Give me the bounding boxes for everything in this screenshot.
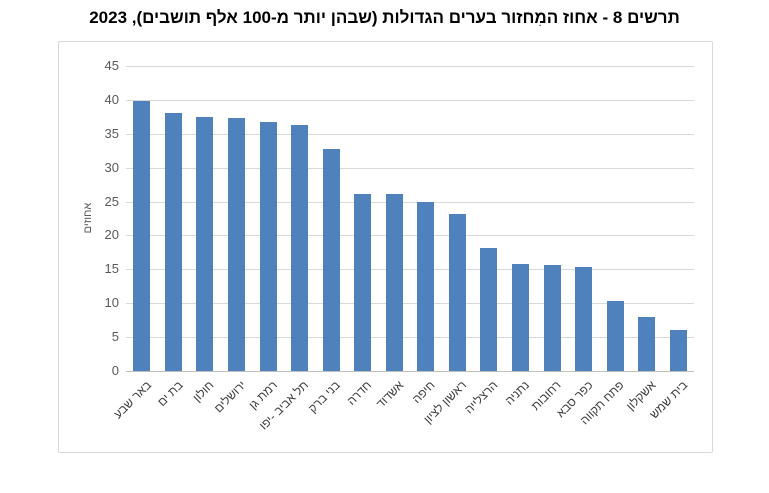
gridline [126, 303, 694, 305]
gridline [126, 167, 694, 169]
bar [606, 300, 624, 371]
bar [227, 117, 245, 371]
y-axis-title: אחוזים [82, 202, 94, 234]
y-tick-label: 20 [104, 227, 119, 243]
gridline [126, 269, 694, 271]
gridline [126, 99, 694, 101]
x-tick-label: חדרה [344, 378, 375, 408]
y-tick-label: 10 [104, 295, 119, 311]
x-tick-label: הרצלייה [462, 378, 501, 417]
bar [448, 214, 466, 371]
gridline [126, 66, 694, 67]
x-tick-label: ירושלים [211, 378, 249, 416]
chart-frame: אחוזים 0 5 10 15 20 25 30 35 40 45 באר שבע בת ים חו… [58, 41, 713, 453]
x-tick-label: בת ים [154, 378, 186, 409]
bar [133, 100, 151, 371]
y-tick-label: 40 [104, 91, 119, 107]
y-tick-label: 5 [111, 329, 119, 345]
x-tick-label: חולון [190, 378, 217, 405]
x-tick-label: באר שבע [110, 378, 154, 422]
bar [480, 247, 498, 371]
bar [354, 194, 372, 371]
bar [385, 194, 403, 371]
bar [291, 124, 309, 371]
y-tick-label: 15 [104, 261, 119, 277]
bar [543, 265, 561, 371]
bar [638, 316, 656, 371]
bar [669, 329, 687, 371]
y-tick-label: 30 [104, 159, 119, 175]
y-tick-label: 0 [111, 363, 119, 378]
y-tick-label: 45 [104, 58, 119, 73]
y-tick-label: 25 [104, 193, 119, 209]
x-axis-line [126, 371, 694, 372]
bar [322, 148, 340, 371]
plot-area [126, 66, 694, 372]
gridline [126, 133, 694, 135]
chart-title: תרשים 8 - אחוז המִחזור בערים הגדולות (שב… [89, 8, 680, 27]
y-tick-label: 35 [104, 125, 119, 141]
bar [511, 263, 529, 371]
x-tick-label: אשדוד [373, 378, 407, 411]
bar [259, 122, 277, 371]
bar [417, 201, 435, 371]
bar [575, 267, 593, 371]
x-tick-label: בני ברק [305, 378, 344, 416]
gridline [126, 337, 694, 339]
bar [196, 116, 214, 371]
gridline [126, 235, 694, 237]
bar [164, 112, 182, 371]
gridline [126, 201, 694, 203]
